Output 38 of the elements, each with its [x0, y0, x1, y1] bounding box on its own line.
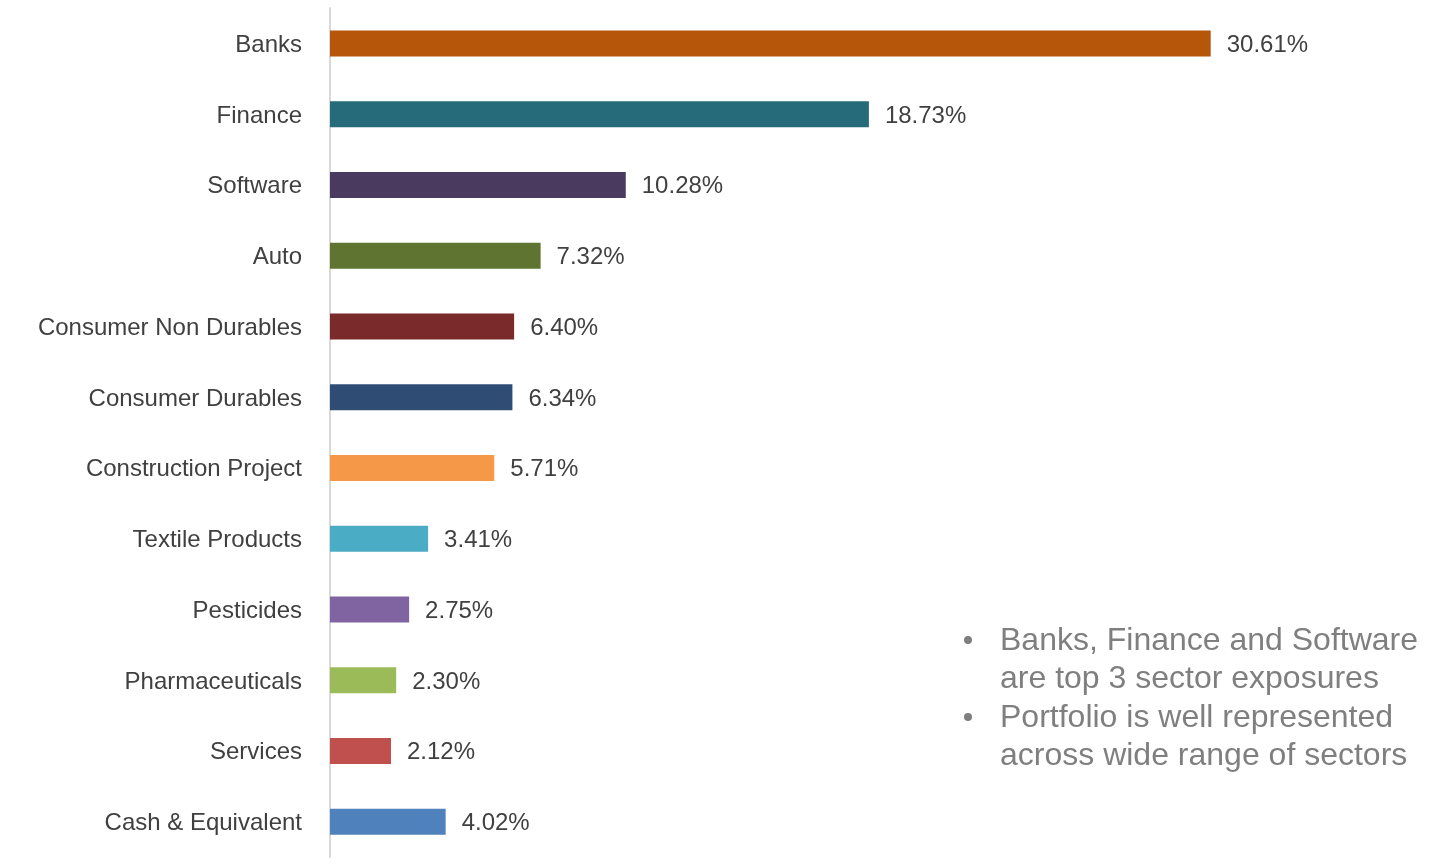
data-label: 18.73%	[884, 100, 967, 128]
y-tick-label: Pharmaceuticals	[124, 666, 302, 694]
y-tick-label: Banks	[235, 29, 302, 57]
bar	[330, 101, 869, 128]
data-label: 30.61%	[1226, 29, 1309, 57]
data-label: 2.75%	[425, 595, 494, 623]
y-tick-label: Cash & Equivalent	[104, 808, 303, 836]
bar	[330, 171, 626, 198]
bar	[330, 384, 513, 411]
bar	[330, 525, 429, 552]
y-tick-label: Services	[209, 737, 302, 765]
annotation: Portfolio is well represented across wide range of sectors	[1000, 696, 1409, 774]
bar	[330, 30, 1211, 57]
data-label: 6.34%	[528, 383, 597, 411]
y-tick-label: Software	[207, 171, 302, 199]
bar	[330, 454, 495, 481]
data-label: 5.71%	[510, 454, 579, 482]
bar	[330, 313, 515, 340]
y-tick-label: Auto	[252, 242, 302, 270]
y-tick-label: Consumer Durables	[88, 383, 302, 411]
data-label: 7.32%	[556, 242, 625, 270]
y-tick-label: Textile Products	[132, 525, 302, 553]
y-tick-label: Consumer Non Durables	[37, 312, 302, 340]
data-label: 3.41%	[444, 525, 513, 553]
bar	[330, 737, 391, 764]
y-tick-label: Finance	[216, 100, 302, 128]
y-tick-label: Pesticides	[192, 595, 302, 623]
data-label: 2.30%	[412, 666, 481, 694]
data-label: 6.40%	[530, 312, 599, 340]
bar	[330, 667, 397, 694]
bar	[330, 596, 410, 623]
data-label: 4.02%	[461, 808, 530, 836]
data-label: 2.12%	[407, 737, 476, 765]
y-tick-label: Construction Project	[85, 454, 303, 482]
bar	[330, 242, 541, 269]
bar	[330, 808, 446, 835]
annotation: Banks, Finance and Software are top 3 sector exposures	[1000, 620, 1419, 697]
data-label: 10.28%	[641, 171, 724, 199]
